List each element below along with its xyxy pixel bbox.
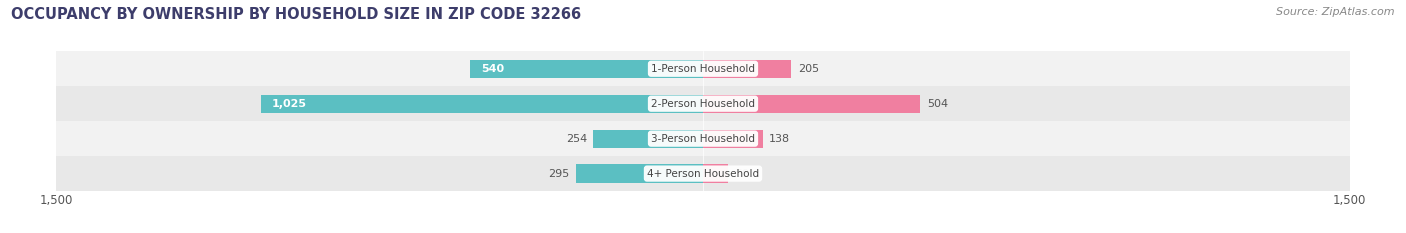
- Text: 1,025: 1,025: [271, 99, 307, 109]
- Text: 1-Person Household: 1-Person Household: [651, 64, 755, 74]
- Bar: [703, 164, 728, 183]
- Bar: [703, 130, 762, 148]
- Text: 205: 205: [797, 64, 818, 74]
- Bar: [262, 95, 703, 113]
- Bar: [56, 121, 1350, 156]
- Text: 540: 540: [481, 64, 505, 74]
- Text: 3-Person Household: 3-Person Household: [651, 134, 755, 144]
- Bar: [593, 130, 703, 148]
- Text: 2-Person Household: 2-Person Household: [651, 99, 755, 109]
- Bar: [56, 156, 1350, 191]
- Bar: [56, 51, 1350, 86]
- Text: 138: 138: [769, 134, 790, 144]
- Text: Source: ZipAtlas.com: Source: ZipAtlas.com: [1277, 7, 1395, 17]
- Text: 254: 254: [565, 134, 588, 144]
- Bar: [56, 86, 1350, 121]
- Bar: [470, 60, 703, 78]
- Text: 295: 295: [548, 169, 569, 178]
- Text: 504: 504: [927, 99, 948, 109]
- Text: OCCUPANCY BY OWNERSHIP BY HOUSEHOLD SIZE IN ZIP CODE 32266: OCCUPANCY BY OWNERSHIP BY HOUSEHOLD SIZE…: [11, 7, 581, 22]
- Bar: [703, 60, 792, 78]
- Bar: [576, 164, 703, 183]
- Bar: [703, 95, 921, 113]
- Text: 59: 59: [735, 169, 749, 178]
- Text: 4+ Person Household: 4+ Person Household: [647, 169, 759, 178]
